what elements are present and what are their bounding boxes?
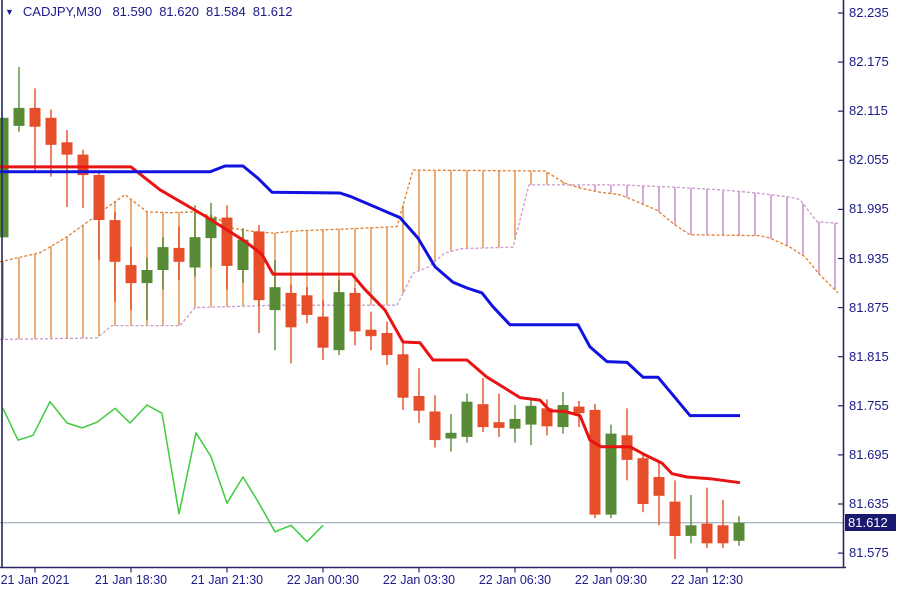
candle [317, 316, 329, 348]
candle [381, 333, 393, 356]
candle [173, 247, 185, 262]
candle [541, 408, 553, 427]
candle [221, 217, 233, 266]
candle [13, 107, 25, 126]
candle [653, 477, 665, 496]
candle [413, 396, 425, 411]
x-axis-label: 22 Jan 06:30 [478, 573, 552, 587]
candle [141, 270, 153, 284]
candle [445, 432, 457, 439]
x-axis-label: 22 Jan 09:30 [574, 573, 648, 587]
y-axis-label: 81.575 [849, 545, 889, 560]
candle [269, 287, 281, 311]
y-axis-label: 81.875 [849, 300, 889, 315]
candle [189, 237, 201, 268]
candle [605, 433, 617, 515]
ichimoku-cloud-hatch-layer [2, 170, 836, 340]
candles-layer [0, 67, 745, 559]
candle [77, 154, 89, 176]
candle [301, 295, 313, 315]
x-axis-label: 22 Jan 12:30 [670, 573, 744, 587]
candle [253, 231, 265, 301]
indicator-lines-layer [0, 164, 741, 543]
candle [637, 458, 649, 504]
candle [349, 292, 361, 332]
candle [29, 107, 41, 127]
x-axis-label: 21 Jan 21:30 [190, 573, 264, 587]
candle [333, 292, 345, 351]
x-axis-label: 21 Jan 18:30 [94, 573, 168, 587]
x-axis-label: 21 Jan 2021 [0, 573, 70, 587]
senkou-span-a-line [0, 169, 839, 294]
candle [45, 117, 57, 145]
y-axis-label: 82.175 [849, 54, 889, 69]
candle [573, 406, 585, 414]
current-price-badge: 81.612 [845, 514, 896, 531]
candle [0, 117, 9, 238]
candle [733, 522, 745, 541]
candle [157, 247, 169, 270]
ichimoku-senkou-layer [0, 169, 839, 341]
y-axis-label: 81.935 [849, 251, 889, 266]
candle [429, 411, 441, 441]
candle [717, 525, 729, 544]
x-axis-label: 22 Jan 03:30 [382, 573, 456, 587]
ohlc-low: 81.584 [205, 4, 246, 19]
chikou-span-line [2, 400, 324, 543]
symbol-marker-icon: ▼ [5, 6, 14, 17]
candle [125, 265, 137, 284]
y-axis-label: 81.815 [849, 349, 889, 364]
y-axis-label: 81.635 [849, 496, 889, 511]
y-axis-label: 82.055 [849, 152, 889, 167]
candle [109, 220, 121, 262]
candle [61, 142, 73, 155]
y-axis-label: 82.115 [849, 103, 888, 118]
candle [509, 418, 521, 429]
y-axis-label: 81.995 [849, 201, 889, 216]
ohlc-open: 81.590 [112, 4, 153, 19]
candle [701, 523, 713, 544]
candle [237, 239, 249, 270]
y-axis-label: 81.755 [849, 398, 889, 413]
candle [493, 422, 505, 428]
candle [285, 292, 297, 328]
candle [461, 401, 473, 437]
candle [365, 329, 377, 337]
ohlc-high: 81.620 [159, 4, 199, 19]
candle [397, 354, 409, 398]
y-axis-label: 82.235 [849, 5, 889, 20]
y-axis-label: 81.695 [849, 447, 889, 462]
candle [93, 175, 105, 220]
kijun-sen-line [0, 164, 740, 418]
ohlc-close: 81.612 [252, 4, 293, 19]
candle [589, 409, 601, 515]
x-axis-label: 22 Jan 00:30 [286, 573, 360, 587]
candle [477, 404, 489, 428]
candle [669, 501, 681, 536]
candle [205, 217, 217, 239]
candle [685, 525, 697, 536]
chart-title: ▼ CADJPY,M30 81.590 81.620 81.584 81.612 [5, 4, 293, 19]
candle [557, 405, 569, 428]
symbol-timeframe-label: CADJPY,M30 [22, 4, 102, 19]
candle [525, 405, 537, 425]
axis-frame [0, 0, 846, 573]
senkou-span-b-line [0, 184, 839, 341]
tenkan-sen-line [0, 165, 741, 485]
